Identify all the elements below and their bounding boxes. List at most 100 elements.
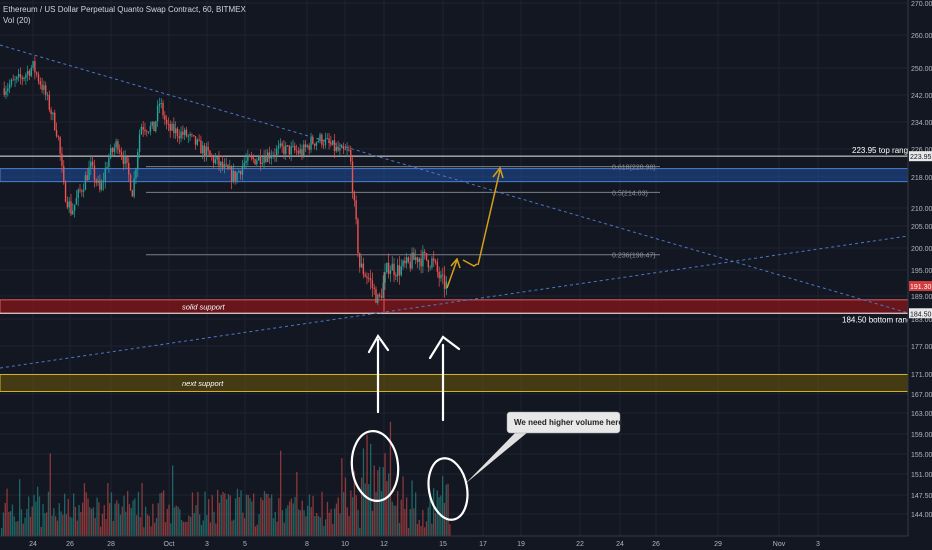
candle — [306, 144, 309, 149]
candle — [104, 161, 106, 189]
candle — [377, 293, 379, 305]
candle — [171, 121, 173, 132]
candle — [54, 109, 56, 132]
candle — [97, 175, 99, 186]
candle — [232, 163, 235, 184]
candle — [88, 160, 90, 181]
y-tick-label: 195.00 — [911, 268, 932, 275]
candle — [413, 247, 415, 261]
price-axis[interactable]: 270.00 260.00 250.00 242.00 234.00 226.00 218.… — [907, 0, 932, 550]
price-label: 191.30 — [910, 284, 932, 291]
zone-label-next: next support — [182, 379, 224, 388]
candle — [382, 275, 384, 298]
candle — [350, 145, 352, 165]
candle — [433, 251, 435, 268]
candle — [290, 141, 292, 162]
candle — [346, 142, 348, 157]
fib-label-0: 0.618(220.98) — [612, 165, 656, 172]
candle — [286, 144, 289, 148]
candle — [405, 253, 408, 269]
x-tick-label: Nov — [773, 541, 786, 548]
candle — [140, 123, 143, 135]
x-tick-label: 24 — [29, 541, 37, 548]
candle — [106, 162, 108, 170]
candle — [28, 68, 31, 81]
candle — [285, 141, 287, 161]
up-arrow-drawing-1[interactable] — [367, 333, 390, 414]
candle — [223, 158, 226, 174]
candle — [393, 257, 395, 283]
candle — [402, 259, 404, 270]
candle — [436, 258, 439, 278]
candle — [158, 97, 161, 114]
candle — [63, 160, 65, 185]
annotations[interactable]: We need higher volume here. — [348, 166, 625, 523]
candle — [414, 249, 417, 265]
candle — [196, 138, 199, 147]
candle — [263, 150, 265, 169]
candle — [182, 125, 184, 140]
candle — [55, 122, 58, 138]
y-tick-label: 151.00 — [911, 472, 932, 479]
circle-drawing-2[interactable] — [424, 455, 472, 523]
candle — [272, 151, 274, 159]
candle — [203, 143, 206, 163]
candle — [162, 99, 164, 120]
candle — [267, 149, 269, 163]
candle — [225, 157, 227, 167]
candle — [95, 178, 97, 187]
candle — [429, 265, 431, 271]
candle — [227, 163, 229, 171]
candle — [384, 263, 386, 290]
candle — [7, 82, 9, 97]
projection-arrow-1[interactable] — [446, 257, 461, 289]
candle — [353, 190, 356, 207]
candle — [230, 165, 233, 190]
candle — [155, 120, 157, 133]
y-tick-label: 144.00 — [911, 512, 932, 519]
candle — [344, 144, 347, 151]
candlestick-series[interactable] — [3, 56, 448, 305]
circle-drawing-1[interactable] — [348, 429, 401, 503]
price-label-box — [909, 151, 932, 162]
candle — [61, 146, 63, 173]
zone-next[interactable] — [0, 374, 909, 392]
ascending-trendline[interactable] — [0, 235, 909, 369]
candle — [109, 144, 112, 160]
candle — [407, 256, 410, 264]
candle — [308, 143, 310, 155]
symbol-title[interactable]: Ethereum / US Dollar Perpetual Quanto Sw… — [3, 5, 246, 14]
candle — [169, 120, 171, 138]
candle — [241, 159, 244, 181]
x-tick-label: 3 — [816, 541, 820, 548]
candle — [315, 141, 318, 151]
y-tick-label: 242.00 — [911, 93, 932, 100]
chart-header: Ethereum / US Dollar Perpetual Quanto Sw… — [3, 4, 246, 26]
volume-indicator-label[interactable]: Vol (20) — [3, 16, 31, 25]
time-axis[interactable]: 24 26 28 Oct 3 5 8 10 12 15 17 19 22 24 26 29 Nov 3 — [0, 535, 932, 550]
descending-trendline[interactable] — [0, 44, 909, 314]
candle — [281, 141, 283, 153]
projection-arrow-2[interactable] — [462, 259, 478, 267]
candle — [404, 256, 406, 268]
callout[interactable]: We need higher volume here. — [465, 411, 625, 484]
callout-text: We need higher volume here. — [514, 418, 625, 427]
y-tick-label: 147.50 — [911, 493, 932, 500]
candle — [21, 75, 23, 86]
candle — [68, 197, 70, 213]
up-arrow-drawing-2[interactable] — [428, 335, 461, 422]
candle — [243, 157, 245, 170]
x-tick-label: 29 — [714, 541, 722, 548]
x-tick-label: 26 — [66, 541, 74, 548]
x-tick-label: 15 — [439, 541, 447, 548]
candle — [46, 91, 49, 101]
candle — [398, 256, 401, 285]
candle — [77, 188, 79, 207]
candle — [135, 167, 137, 185]
projection-arrow-3[interactable] — [477, 166, 504, 266]
candle — [337, 140, 339, 152]
candle — [313, 143, 316, 150]
candle — [239, 170, 242, 180]
candle — [156, 100, 159, 127]
